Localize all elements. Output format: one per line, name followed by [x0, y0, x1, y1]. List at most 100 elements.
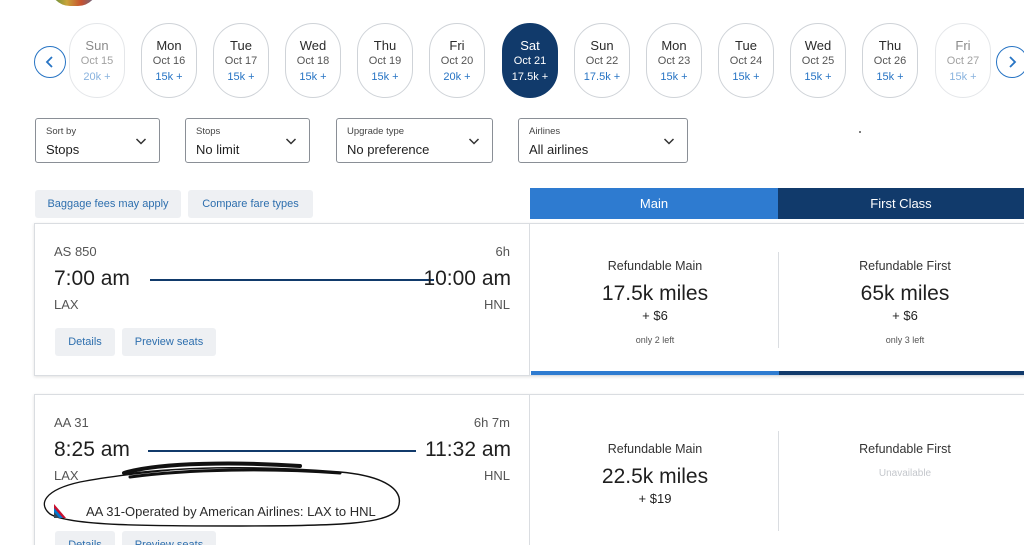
route-line	[148, 450, 416, 452]
stops-select[interactable]: Stops No limit	[185, 118, 310, 163]
sort-by-select[interactable]: Sort by Stops	[35, 118, 160, 163]
fare-tax: + $6	[892, 308, 918, 323]
upgrade-type-select[interactable]: Upgrade type No preference	[336, 118, 493, 163]
date-label: Oct 19	[368, 55, 402, 67]
airlines-value: All airlines	[529, 142, 589, 157]
date-pill-oct-24[interactable]: Tue Oct 24 15k +	[718, 23, 774, 98]
main-cabin-bar	[531, 371, 779, 375]
details-button[interactable]: Details	[55, 328, 115, 356]
date-pill-oct-23[interactable]: Mon Oct 23 15k +	[646, 23, 702, 98]
date-dow: Sun	[85, 38, 109, 53]
arrival-time: 10:00 am	[423, 267, 511, 290]
date-pill-oct-21-selected[interactable]: Sat Oct 21 17.5k +	[502, 23, 558, 98]
airlines-select[interactable]: Airlines All airlines	[518, 118, 688, 163]
prev-dates-button[interactable]	[34, 46, 66, 78]
baggage-fees-button[interactable]: Baggage fees may apply	[35, 190, 181, 218]
origin-airport: LAX	[54, 297, 79, 312]
arrival-time: 11:32 am	[425, 438, 511, 461]
next-dates-button[interactable]	[996, 46, 1024, 78]
upgrade-type-label: Upgrade type	[347, 126, 405, 137]
flight-info: AA 31 6h 7m 8:25 am 11:32 am LAX HNL Det…	[35, 395, 530, 545]
date-price: 15k +	[876, 71, 904, 83]
preview-seats-button[interactable]: Preview seats	[122, 328, 216, 356]
fare-first-option[interactable]: Refundable First 65k miles + $6 only 3 l…	[779, 224, 1024, 375]
tab-first-class[interactable]: First Class	[778, 188, 1024, 219]
date-price: 20k +	[443, 71, 471, 83]
first-class-bar	[779, 371, 1024, 375]
date-pill-oct-19[interactable]: Thu Oct 19 15k +	[357, 23, 413, 98]
fare-first-option: Refundable First Unavailable	[779, 395, 1024, 545]
departure-time: 7:00 am	[54, 267, 130, 290]
date-price: 15k +	[155, 71, 183, 83]
flight-info: AS 850 6h 7:00 am 10:00 am LAX HNL Detai…	[35, 224, 530, 375]
date-label: Oct 24	[729, 55, 763, 67]
fare-main-option[interactable]: Refundable Main 17.5k miles + $6 only 2 …	[531, 224, 779, 375]
date-dow: Mon	[156, 38, 182, 53]
date-label: Oct 15	[80, 55, 114, 67]
date-label: Oct 27	[946, 55, 980, 67]
stops-label: Stops	[196, 126, 221, 137]
date-strip: Sun Oct 15 20k + Mon Oct 16 15k + Tue Oc…	[0, 23, 1024, 99]
date-price: 17.5k +	[583, 71, 621, 83]
operated-by-text: AA 31-Operated by American Airlines: LAX…	[86, 503, 376, 519]
fare-title: Refundable First	[859, 259, 951, 273]
fare-tax: + $19	[638, 491, 672, 506]
date-label: Oct 16	[152, 55, 186, 67]
destination-airport: HNL	[483, 468, 510, 483]
operated-by-tooltip: AA 31-Operated by American Airlines: LAX…	[52, 500, 376, 522]
date-price: 15k +	[949, 71, 977, 83]
details-button[interactable]: Details	[55, 531, 115, 545]
date-pill-oct-20[interactable]: Fri Oct 20 20k +	[429, 23, 485, 98]
origin-airport: LAX	[54, 468, 79, 483]
date-label: Oct 25	[801, 55, 835, 67]
flight-number: AS 850	[54, 244, 97, 259]
fare-title: Refundable First	[859, 442, 951, 456]
sort-by-label: Sort by	[46, 126, 77, 137]
date-pill-oct-15[interactable]: Sun Oct 15 20k +	[69, 23, 125, 98]
tab-main-cabin[interactable]: Main	[530, 188, 778, 219]
stops-value: No limit	[196, 142, 240, 157]
chevron-down-icon	[663, 138, 675, 145]
sort-by-value: Stops	[46, 142, 80, 157]
preview-seats-button[interactable]: Preview seats	[122, 531, 216, 545]
date-dow: Sun	[590, 38, 614, 53]
date-price: 15k +	[299, 71, 327, 83]
flight-duration: 6h	[495, 244, 510, 259]
date-pill-oct-17[interactable]: Tue Oct 17 15k +	[213, 23, 269, 98]
fare-divider	[778, 252, 779, 348]
date-pill-oct-16[interactable]: Mon Oct 16 15k +	[141, 23, 197, 98]
chevron-left-icon	[45, 56, 53, 68]
date-dow: Fri	[955, 38, 971, 53]
date-label: Oct 20	[440, 55, 474, 67]
american-airlines-logo-icon	[54, 504, 66, 518]
flight-number: AA 31	[54, 415, 89, 430]
route-line	[150, 279, 434, 281]
date-label: Oct 23	[657, 55, 691, 67]
date-label: Oct 26	[873, 55, 907, 67]
date-label: Oct 18	[296, 55, 330, 67]
brand-logo-fragment	[50, 0, 98, 6]
date-pill-oct-27[interactable]: Fri Oct 27 15k +	[935, 23, 991, 98]
date-price: 15k +	[660, 71, 688, 83]
date-label: Oct 21	[513, 55, 547, 67]
seats-left: only 3 left	[885, 335, 925, 345]
date-price: 17.5k +	[511, 71, 549, 83]
date-pill-oct-18[interactable]: Wed Oct 18 15k +	[285, 23, 341, 98]
date-pill-oct-22[interactable]: Sun Oct 22 17.5k +	[574, 23, 630, 98]
date-dow: Wed	[804, 38, 832, 53]
date-price: 15k +	[227, 71, 255, 83]
date-dow: Thu	[373, 38, 397, 53]
date-pill-oct-25[interactable]: Wed Oct 25 15k +	[790, 23, 846, 98]
stray-dot	[859, 131, 861, 133]
date-pill-oct-26[interactable]: Thu Oct 26 15k +	[862, 23, 918, 98]
fare-title: Refundable Main	[607, 259, 703, 273]
seats-left: only 2 left	[635, 335, 675, 345]
date-dow: Sat	[520, 38, 540, 53]
fare-main-option[interactable]: Refundable Main 22.5k miles + $19	[531, 395, 779, 545]
date-price: 15k +	[804, 71, 832, 83]
flight-duration: 6h 7m	[473, 415, 510, 430]
compare-fare-types-button[interactable]: Compare fare types	[188, 190, 313, 218]
airlines-label: Airlines	[529, 126, 561, 137]
date-dow: Thu	[878, 38, 902, 53]
date-price: 20k +	[83, 71, 111, 83]
